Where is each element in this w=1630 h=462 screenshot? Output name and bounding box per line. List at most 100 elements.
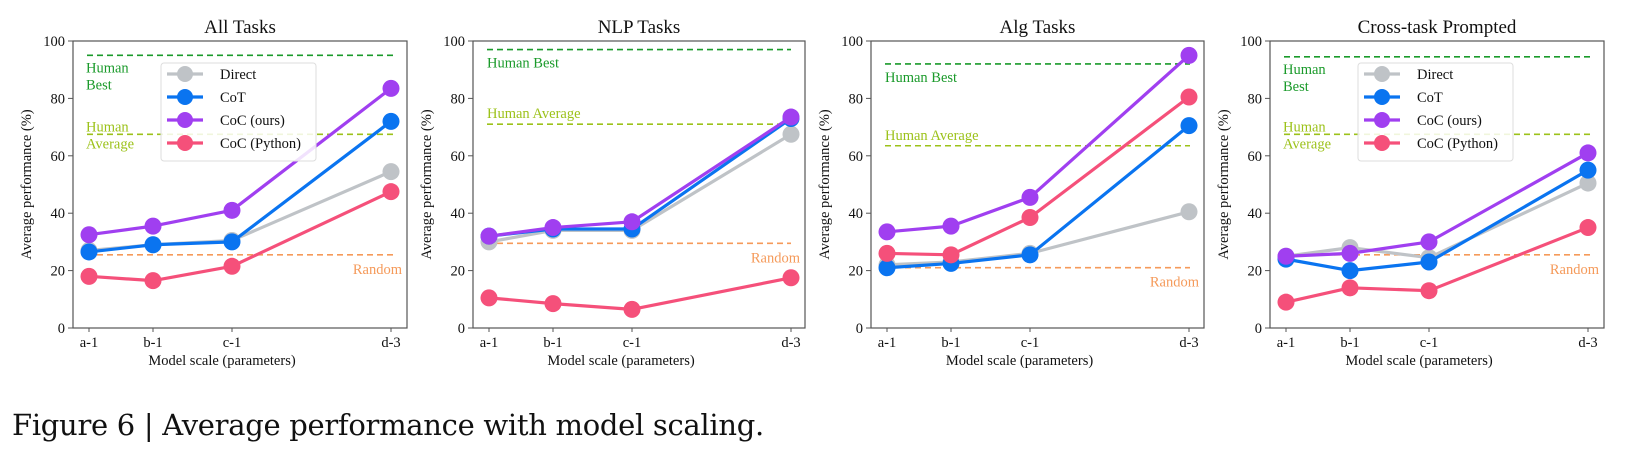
- data-point-coc-ours-c-1: [1420, 233, 1438, 251]
- series-line-cot: [488, 117, 792, 238]
- data-point-direct-d-3: [1579, 174, 1597, 192]
- data-point-coc-ours-a-1: [1277, 247, 1295, 265]
- reference-label-human-average: Human Average: [885, 128, 979, 144]
- data-point-cot-c-1: [223, 233, 241, 251]
- reference-label-human-average: Human: [1283, 119, 1326, 135]
- data-point-coc-python-c-1: [623, 300, 641, 318]
- y-axis-label: Average performance (%): [19, 109, 35, 259]
- y-tick-label: 100: [1240, 34, 1262, 50]
- data-point-direct-d-3: [382, 163, 400, 181]
- legend-label: CoC (ours): [1417, 113, 1482, 129]
- data-point-cot-d-3: [1579, 161, 1597, 179]
- x-tick-label: c-1: [1420, 335, 1439, 351]
- data-point-coc-python-d-3: [382, 183, 400, 201]
- axes-frame: [472, 40, 806, 329]
- data-point-coc-ours-c-1: [623, 213, 641, 231]
- chart-panel-4: Cross-task PromptedHumanBestHumanAverage…: [1216, 17, 1605, 369]
- data-point-coc-ours-d-3: [382, 79, 400, 97]
- legend-marker-swatch: [177, 112, 193, 128]
- legend-label: CoC (Python): [1417, 136, 1498, 152]
- x-axis-label: Model scale (parameters): [946, 353, 1094, 369]
- y-tick-label: 40: [1248, 206, 1263, 222]
- series-line-coc-ours: [488, 115, 792, 238]
- x-tick-label: d-3: [781, 335, 800, 351]
- reference-label-human-average-line2: Average: [86, 136, 134, 152]
- series-line-coc-python: [886, 95, 1190, 257]
- series-line-cot: [1285, 168, 1589, 273]
- axes-frame: [1269, 40, 1605, 329]
- x-tick-label: a-1: [80, 335, 99, 351]
- y-tick-label: 20: [451, 264, 466, 280]
- data-point-coc-python-b-1: [544, 295, 562, 313]
- series-line-coc-python: [88, 190, 392, 283]
- chart-title: Alg Tasks: [1000, 17, 1076, 38]
- series-line-coc-ours: [1285, 151, 1589, 258]
- data-point-coc-python-c-1: [1021, 209, 1039, 227]
- data-point-coc-ours-c-1: [1021, 188, 1039, 206]
- y-tick-label: 60: [1248, 149, 1263, 165]
- data-point-coc-ours-b-1: [942, 217, 960, 235]
- data-point-coc-python-a-1: [80, 267, 98, 285]
- legend-marker-swatch: [1374, 135, 1390, 151]
- data-point-cot-d-3: [1180, 117, 1198, 135]
- reference-label-human-best: Human Best: [487, 56, 559, 72]
- chart-panel-3: Alg Tasks Human Best Human Average Random 0 2…: [817, 17, 1205, 369]
- data-point-cot-d-3: [382, 112, 400, 130]
- x-tick-label: b-1: [143, 335, 162, 351]
- reference-label-human-best-line2: Best: [1283, 79, 1309, 95]
- y-tick-label: 100: [443, 34, 465, 50]
- legend-marker-swatch: [177, 66, 193, 82]
- reference-label-random: Random: [1550, 262, 1600, 278]
- y-tick-label: 40: [451, 206, 466, 222]
- series-line-cot: [88, 120, 392, 254]
- data-point-coc-python-a-1: [1277, 293, 1295, 311]
- series-line-coc-python: [488, 276, 792, 311]
- x-tick-label: d-3: [1578, 335, 1597, 351]
- legend-marker-swatch: [177, 89, 193, 105]
- series-line-cot: [886, 124, 1191, 270]
- y-tick-label: 80: [451, 91, 466, 107]
- y-tick-label: 100: [841, 34, 863, 50]
- data-point-coc-python-c-1: [1420, 282, 1438, 300]
- y-tick-label: 0: [856, 321, 863, 337]
- reference-label-human-best: Human Best: [885, 70, 957, 86]
- data-point-cot-a-1: [878, 259, 896, 277]
- data-point-coc-python-d-3: [1180, 88, 1198, 106]
- data-point-cot-c-1: [1021, 246, 1039, 264]
- legend-box: [160, 62, 317, 162]
- data-point-coc-ours-b-1: [544, 219, 562, 237]
- data-point-coc-ours-b-1: [1341, 244, 1359, 262]
- data-point-cot-c-1: [1420, 253, 1438, 271]
- legend-marker-swatch: [1374, 66, 1390, 82]
- y-tick-label: 20: [51, 264, 66, 280]
- legend-marker-swatch: [1374, 89, 1390, 105]
- data-point-coc-ours-c-1: [223, 201, 241, 219]
- chart-panel-1: All TasksHumanBestHumanAverageRandom0204…: [19, 17, 408, 369]
- reference-label-random: Random: [751, 250, 801, 266]
- data-point-coc-ours-a-1: [878, 223, 896, 241]
- data-point-coc-ours-a-1: [80, 226, 98, 244]
- axes-frame: [72, 40, 408, 329]
- figure-caption: Figure 6 | Average performance with mode…: [12, 408, 764, 442]
- y-tick-label: 60: [451, 149, 466, 165]
- x-tick-label: d-3: [381, 335, 400, 351]
- y-tick-label: 0: [58, 321, 65, 337]
- y-tick-label: 60: [849, 149, 864, 165]
- axes-frame: [870, 40, 1205, 329]
- x-tick-label: a-1: [480, 335, 499, 351]
- data-point-cot-b-1: [1341, 262, 1359, 280]
- x-axis-label: Model scale (parameters): [148, 353, 296, 369]
- y-tick-label: 0: [1255, 321, 1262, 337]
- x-axis-label: Model scale (parameters): [547, 353, 695, 369]
- data-point-coc-python-d-3: [782, 269, 800, 287]
- y-tick-label: 80: [51, 91, 66, 107]
- legend-label: CoT: [220, 90, 246, 106]
- reference-label-random: Random: [353, 262, 403, 278]
- x-tick-label: c-1: [1021, 335, 1040, 351]
- data-point-coc-python-a-1: [878, 244, 896, 262]
- series-line-coc-ours: [886, 54, 1191, 234]
- x-tick-label: c-1: [223, 335, 242, 351]
- legend-box: [1357, 62, 1514, 162]
- chart-title: Cross-task Prompted: [1358, 17, 1517, 38]
- figure-panels: All TasksHumanBestHumanAverageRandom0204…: [19, 17, 1605, 369]
